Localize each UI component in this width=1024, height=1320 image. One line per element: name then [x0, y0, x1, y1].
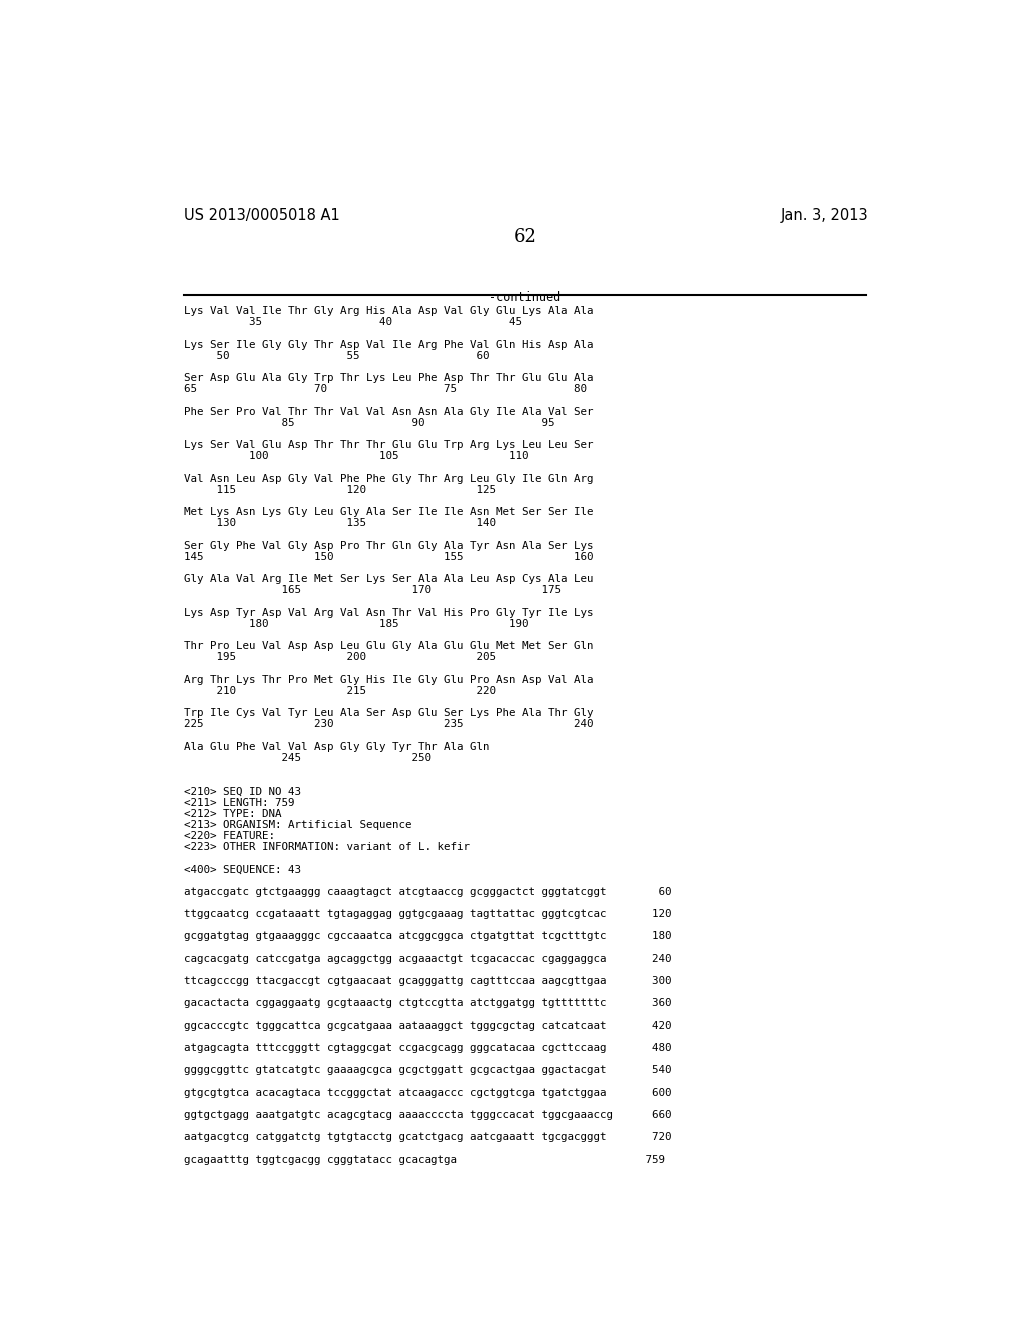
Text: Lys Ser Val Glu Asp Thr Thr Thr Glu Glu Trp Arg Lys Leu Leu Ser: Lys Ser Val Glu Asp Thr Thr Thr Glu Glu … [183, 441, 593, 450]
Text: <211> LENGTH: 759: <211> LENGTH: 759 [183, 797, 294, 808]
Text: atgaccgatc gtctgaaggg caaagtagct atcgtaaccg gcgggactct gggtatcggt        60: atgaccgatc gtctgaaggg caaagtagct atcgtaa… [183, 887, 672, 896]
Text: US 2013/0005018 A1: US 2013/0005018 A1 [183, 209, 340, 223]
Text: Ser Asp Glu Ala Gly Trp Thr Lys Leu Phe Asp Thr Thr Glu Glu Ala: Ser Asp Glu Ala Gly Trp Thr Lys Leu Phe … [183, 374, 593, 383]
Text: <210> SEQ ID NO 43: <210> SEQ ID NO 43 [183, 787, 301, 796]
Text: <212> TYPE: DNA: <212> TYPE: DNA [183, 809, 282, 818]
Text: gtgcgtgtca acacagtaca tccgggctat atcaagaccc cgctggtcga tgatctggaa       600: gtgcgtgtca acacagtaca tccgggctat atcaaga… [183, 1088, 672, 1098]
Text: 50                  55                  60: 50 55 60 [183, 351, 489, 360]
Text: ggggcggttc gtatcatgtc gaaaagcgca gcgctggatt gcgcactgaa ggactacgat       540: ggggcggttc gtatcatgtc gaaaagcgca gcgctgg… [183, 1065, 672, 1076]
Text: aatgacgtcg catggatctg tgtgtacctg gcatctgacg aatcgaaatt tgcgacgggt       720: aatgacgtcg catggatctg tgtgtacctg gcatctg… [183, 1133, 672, 1142]
Text: Lys Val Val Ile Thr Gly Arg His Ala Asp Val Gly Glu Lys Ala Ala: Lys Val Val Ile Thr Gly Arg His Ala Asp … [183, 306, 593, 317]
Text: gacactacta cggaggaatg gcgtaaactg ctgtccgtta atctggatgg tgtttttttc       360: gacactacta cggaggaatg gcgtaaactg ctgtccg… [183, 998, 672, 1008]
Text: <213> ORGANISM: Artificial Sequence: <213> ORGANISM: Artificial Sequence [183, 820, 412, 830]
Text: Lys Ser Ile Gly Gly Thr Asp Val Ile Arg Phe Val Gln His Asp Ala: Lys Ser Ile Gly Gly Thr Asp Val Ile Arg … [183, 339, 593, 350]
Text: Val Asn Leu Asp Gly Val Phe Phe Gly Thr Arg Leu Gly Ile Gln Arg: Val Asn Leu Asp Gly Val Phe Phe Gly Thr … [183, 474, 593, 483]
Text: 130                 135                 140: 130 135 140 [183, 519, 496, 528]
Text: <220> FEATURE:: <220> FEATURE: [183, 832, 274, 841]
Text: atgagcagta tttccgggtt cgtaggcgat ccgacgcagg gggcatacaa cgcttccaag       480: atgagcagta tttccgggtt cgtaggcgat ccgacgc… [183, 1043, 672, 1053]
Text: 145                 150                 155                 160: 145 150 155 160 [183, 552, 593, 562]
Text: Met Lys Asn Lys Gly Leu Gly Ala Ser Ile Ile Asn Met Ser Ser Ile: Met Lys Asn Lys Gly Leu Gly Ala Ser Ile … [183, 507, 593, 517]
Text: Ser Gly Phe Val Gly Asp Pro Thr Gln Gly Ala Tyr Asn Ala Ser Lys: Ser Gly Phe Val Gly Asp Pro Thr Gln Gly … [183, 541, 593, 550]
Text: ttggcaatcg ccgataaatt tgtagaggag ggtgcgaaag tagttattac gggtcgtcac       120: ttggcaatcg ccgataaatt tgtagaggag ggtgcga… [183, 909, 672, 919]
Text: ggtgctgagg aaatgatgtc acagcgtacg aaaaccccta tgggccacat tggcgaaaccg      660: ggtgctgagg aaatgatgtc acagcgtacg aaaaccc… [183, 1110, 672, 1121]
Text: Lys Asp Tyr Asp Val Arg Val Asn Thr Val His Pro Gly Tyr Ile Lys: Lys Asp Tyr Asp Val Arg Val Asn Thr Val … [183, 607, 593, 618]
Text: 195                 200                 205: 195 200 205 [183, 652, 496, 663]
Text: gcagaatttg tggtcgacgg cgggtatacc gcacagtga                             759: gcagaatttg tggtcgacgg cgggtatacc gcacagt… [183, 1155, 665, 1164]
Text: Jan. 3, 2013: Jan. 3, 2013 [780, 209, 868, 223]
Text: 225                 230                 235                 240: 225 230 235 240 [183, 719, 593, 730]
Text: 62: 62 [513, 227, 537, 246]
Text: <223> OTHER INFORMATION: variant of L. kefir: <223> OTHER INFORMATION: variant of L. k… [183, 842, 470, 853]
Text: Arg Thr Lys Thr Pro Met Gly His Ile Gly Glu Pro Asn Asp Val Ala: Arg Thr Lys Thr Pro Met Gly His Ile Gly … [183, 675, 593, 685]
Text: cagcacgatg catccgatga agcaggctgg acgaaactgt tcgacaccac cgaggaggca       240: cagcacgatg catccgatga agcaggctgg acgaaac… [183, 954, 672, 964]
Text: ggcacccgtc tgggcattca gcgcatgaaa aataaaggct tgggcgctag catcatcaat       420: ggcacccgtc tgggcattca gcgcatgaaa aataaag… [183, 1020, 672, 1031]
Text: 115                 120                 125: 115 120 125 [183, 484, 496, 495]
Text: 165                 170                 175: 165 170 175 [183, 585, 561, 595]
Text: 245                 250: 245 250 [183, 752, 431, 763]
Text: 100                 105                 110: 100 105 110 [183, 451, 528, 462]
Text: 85                  90                  95: 85 90 95 [183, 418, 554, 428]
Text: gcggatgtag gtgaaagggc cgccaaatca atcggcggca ctgatgttat tcgctttgtc       180: gcggatgtag gtgaaagggc cgccaaatca atcggcg… [183, 932, 672, 941]
Text: Thr Pro Leu Val Asp Asp Leu Glu Gly Ala Glu Glu Met Met Ser Gln: Thr Pro Leu Val Asp Asp Leu Glu Gly Ala … [183, 642, 593, 651]
Text: 65                  70                  75                  80: 65 70 75 80 [183, 384, 587, 395]
Text: 180                 185                 190: 180 185 190 [183, 619, 528, 628]
Text: <400> SEQUENCE: 43: <400> SEQUENCE: 43 [183, 865, 301, 874]
Text: 35                  40                  45: 35 40 45 [183, 317, 522, 327]
Text: Phe Ser Pro Val Thr Thr Val Val Asn Asn Ala Gly Ile Ala Val Ser: Phe Ser Pro Val Thr Thr Val Val Asn Asn … [183, 407, 593, 417]
Text: ttcagcccgg ttacgaccgt cgtgaacaat gcagggattg cagtttccaa aagcgttgaa       300: ttcagcccgg ttacgaccgt cgtgaacaat gcaggga… [183, 977, 672, 986]
Text: Trp Ile Cys Val Tyr Leu Ala Ser Asp Glu Ser Lys Phe Ala Thr Gly: Trp Ile Cys Val Tyr Leu Ala Ser Asp Glu … [183, 708, 593, 718]
Text: 210                 215                 220: 210 215 220 [183, 686, 496, 696]
Text: Ala Glu Phe Val Val Asp Gly Gly Tyr Thr Ala Gln: Ala Glu Phe Val Val Asp Gly Gly Tyr Thr … [183, 742, 489, 751]
Text: -continued: -continued [489, 290, 560, 304]
Text: Gly Ala Val Arg Ile Met Ser Lys Ser Ala Ala Leu Asp Cys Ala Leu: Gly Ala Val Arg Ile Met Ser Lys Ser Ala … [183, 574, 593, 585]
